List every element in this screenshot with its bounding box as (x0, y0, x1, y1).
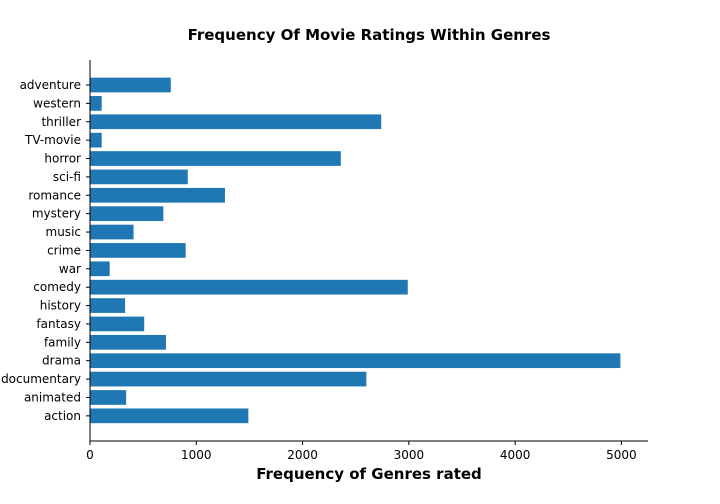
bar-thriller (90, 114, 382, 130)
bar-history (90, 298, 126, 313)
bar-romance (90, 187, 225, 203)
bar-adventure (90, 77, 171, 93)
y-tick-label-sci-fi: sci-fi (53, 170, 81, 184)
y-tick-label-family: family (44, 335, 81, 349)
y-tick-label-thriller: thriller (41, 115, 81, 129)
bar-tv-movie (90, 132, 102, 148)
y-tick-label-romance: romance (28, 188, 81, 202)
x-tick-label: 4000 (500, 448, 531, 462)
y-tick-label-war: war (59, 262, 81, 276)
x-tick-label: 2000 (287, 448, 318, 462)
bar-drama (90, 353, 621, 369)
y-tick-label-animated: animated (24, 390, 81, 404)
y-axis-ticks: adventure western thriller TV-movie horror sc… (1, 78, 90, 423)
y-tick-label-comedy: comedy (33, 280, 81, 294)
bars-group (90, 77, 621, 424)
y-tick-label-documentary: documentary (1, 372, 81, 386)
bar-music (90, 224, 134, 240)
x-tick-label: 5000 (606, 448, 637, 462)
bar-crime (90, 243, 186, 258)
y-tick-label-action: action (44, 409, 81, 423)
x-axis-ticks: 0 1000 2000 3000 4000 5000 (86, 441, 637, 462)
x-tick-label: 1000 (181, 448, 212, 462)
bar-comedy (90, 279, 408, 295)
bar-family (90, 334, 166, 350)
bar-mystery (90, 206, 164, 222)
y-tick-label-fantasy: fantasy (36, 317, 81, 331)
y-tick-label-adventure: adventure (20, 78, 81, 92)
y-tick-label-tv-movie: TV-movie (24, 133, 81, 147)
y-tick-label-horror: horror (44, 152, 81, 166)
y-tick-label-drama: drama (42, 354, 81, 368)
chart-title: Frequency Of Movie Ratings Within Genres (188, 26, 551, 44)
bar-documentary (90, 371, 367, 387)
bar-western (90, 96, 102, 111)
bar-war (90, 261, 110, 277)
bar-fantasy (90, 316, 145, 332)
x-tick-label: 0 (86, 448, 94, 462)
bar-action (90, 408, 249, 424)
x-axis-label: Frequency of Genres rated (256, 465, 482, 483)
y-tick-label-western: western (33, 96, 81, 110)
x-tick-label: 3000 (394, 448, 425, 462)
y-tick-label-crime: crime (47, 243, 81, 257)
y-tick-label-mystery: mystery (32, 207, 81, 221)
y-tick-label-music: music (46, 225, 81, 239)
y-tick-label-history: history (40, 299, 81, 313)
bar-animated (90, 390, 127, 405)
bar-horror (90, 151, 341, 166)
bar-sci-fi (90, 169, 188, 185)
